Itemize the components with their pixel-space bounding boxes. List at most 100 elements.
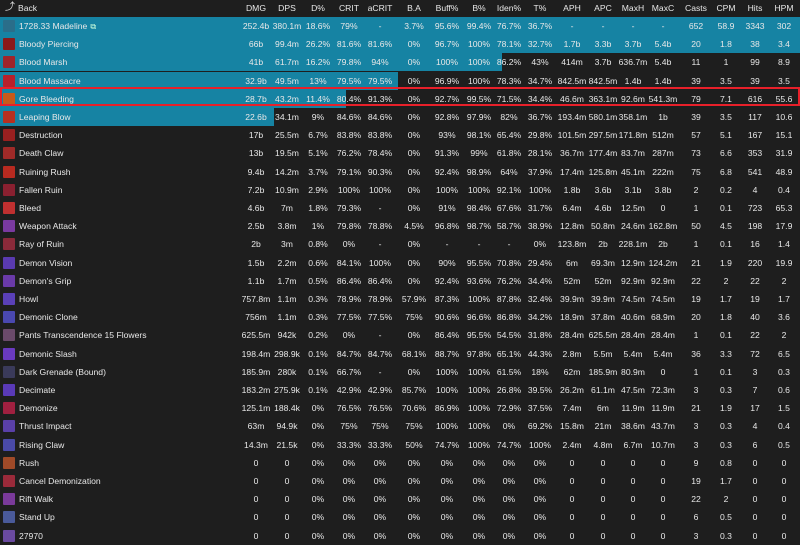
table-row[interactable]: Demon Vision 1.5b 2.2m 0.6% 84.1% 100% 0% 90% 95…	[0, 254, 800, 272]
table-row[interactable]: Rift Walk 0 0 0% 0% 0% 0% 0% 0% 0% 0% 0 0 0 0 22 2 0 0	[0, 490, 800, 508]
back-button[interactable]: Back	[18, 3, 38, 13]
cell-hpm: 15.1	[775, 130, 793, 141]
cell-buff-pct: 96.9%	[434, 75, 460, 86]
table-row[interactable]: Demonic Slash 198.4m 298.9k 0.1% 84.7% 84.7% 6…	[0, 345, 800, 363]
table-row[interactable]: 27970 0 0 0% 0% 0% 0% 0% 0% 0% 0% 0 0 0 0 3 0.3 0 0	[0, 527, 800, 545]
cell-casts: 3	[693, 385, 699, 395]
cell-iden-pct: -	[507, 239, 511, 250]
cell-t-pct: 36.7%	[527, 21, 553, 31]
cell-hits: 0	[752, 476, 758, 486]
cell-t-pct: 32.7%	[527, 39, 553, 50]
column-header-hpm[interactable]: HPM	[774, 3, 794, 13]
cell-hpm: 3.5	[778, 75, 790, 86]
table-row[interactable]: Thrust Impact 63m 94.9k 0% 75% 75% 75% 100% 100%…	[0, 417, 800, 435]
cell-b-pct: 100%	[468, 39, 490, 50]
table-row[interactable]: Gore Bleeding 28.7b 43.2m 11.4% 80.4% 91.3% 0%…	[0, 89, 800, 108]
cell-apc: 625.5m	[588, 330, 618, 341]
bloody-piercing-icon	[3, 38, 15, 51]
table-row[interactable]: Demonize 125.1m 188.4k 0% 76.5% 76.5% 70.6% 86.…	[0, 399, 800, 417]
cell-maxh: 0	[630, 457, 636, 468]
table-row[interactable]: Rising Claw 14.3m 21.5k 0% 33.3% 33.3% 50% 74.7…	[0, 436, 800, 454]
column-header-aph[interactable]: APH	[563, 3, 581, 13]
table-row[interactable]: Cancel Demonization 0 0 0% 0% 0% 0% 0% 0% 0% 0% 0 0 0…	[0, 472, 800, 490]
column-header-dps[interactable]: DPS	[278, 3, 296, 13]
table-row[interactable]: Leaping Blow 22.6b 34.1m 9% 84.6% 84.6% 0% 92.8…	[0, 108, 800, 126]
cell-acrit: -	[378, 366, 382, 377]
table-row[interactable]: Demonic Clone 756m 1.1m 0.3% 77.5% 77.5% 75% 90…	[0, 308, 800, 326]
cell-dps: 275.9k	[274, 385, 300, 395]
column-header-b-pct[interactable]: B%	[472, 3, 486, 13]
cell-d-pct: 0.1%	[308, 366, 328, 377]
table-row[interactable]: Pants Transcendence 15 Flowers 625.5m 942k…	[0, 326, 800, 344]
column-header-buff-pct[interactable]: Buff%	[435, 3, 459, 13]
table-row[interactable]: Dark Grenade (Bound) 185.9m 280k 0.1% 66.7% -…	[0, 363, 800, 381]
cell-b-pct: 100%	[468, 75, 490, 86]
cell-hpm: 8.9	[778, 57, 790, 68]
table-row[interactable]: Destruction 17b 25.5m 6.7% 83.8% 83.8% 0% 93% 98…	[0, 126, 800, 144]
table-row[interactable]: Howl 757.8m 1.1m 0.3% 78.9% 78.9% 57.9% 87.3% 10…	[0, 290, 800, 308]
skill-name: Destruction	[19, 130, 63, 141]
cell-casts: 20	[691, 312, 701, 323]
cell-d-pct: 0%	[311, 421, 325, 432]
table-row[interactable]: Rush 0 0 0% 0% 0% 0% 0% 0% 0% 0% 0 0 0 0 9 0.8 0 0	[0, 454, 800, 472]
cell-ba: 0%	[407, 203, 421, 213]
cell-casts: 652	[688, 21, 704, 31]
cell-acrit: 0%	[373, 457, 387, 468]
open-external-icon[interactable]: ⧉	[90, 22, 97, 31]
back-arrow-icon[interactable]: ⤴	[5, 2, 15, 13]
cell-aph: -	[570, 21, 574, 31]
column-header-iden-pct[interactable]: Iden%	[496, 3, 522, 13]
column-header-cpm[interactable]: CPM	[716, 3, 736, 13]
cell-maxh: -	[631, 21, 635, 31]
cell-aph: 6.4m	[562, 203, 582, 213]
cell-hpm: 1.4	[778, 239, 790, 250]
column-header-ba[interactable]: B.A	[407, 3, 421, 13]
cell-apc: 3.6b	[594, 184, 612, 195]
blood-massacre-icon	[3, 74, 15, 87]
cell-hits: 198	[747, 221, 763, 232]
column-header-dmg[interactable]: DMG	[245, 3, 267, 13]
cell-buff-pct: 100%	[436, 421, 458, 432]
cell-casts: 19	[691, 476, 701, 486]
cell-maxh: 0	[630, 530, 636, 541]
table-row[interactable]: Weapon Attack 2.5b 3.8m 1% 79.8% 78.8% 4.5% 96.…	[0, 217, 800, 235]
cell-casts: 21	[691, 403, 701, 414]
column-header-maxc[interactable]: MaxC	[651, 3, 675, 13]
table-row[interactable]: Bleed 4.6b 7m 1.8% 79.3% - 0% 91% 98.4% 67.6% 31.7…	[0, 199, 800, 217]
column-header-maxh[interactable]: MaxH	[621, 3, 645, 13]
table-row[interactable]: Ray of Ruin 2b 3m 0.8% 0% - 0% - - - 0% 123.8m 2b 228…	[0, 235, 800, 253]
cell-t-pct: 100%	[529, 439, 551, 450]
cell-buff-pct: 0%	[440, 530, 454, 541]
skill-name: Demonic Clone	[19, 312, 78, 323]
column-header-crit[interactable]: CRIT	[338, 3, 360, 13]
column-header-casts[interactable]: Casts	[685, 3, 707, 13]
cell-hpm: 0	[781, 457, 787, 468]
table-row[interactable]: Demon's Grip 1.1b 1.7m 0.5% 86.4% 86.4% 0% 92.4…	[0, 272, 800, 290]
table-row[interactable]: Death Claw 13b 19.5m 5.1% 76.2% 78.4% 0% 91.3% 9…	[0, 144, 800, 162]
table-row[interactable]: Ruining Rush 9.4b 14.2m 3.7% 79.1% 90.3% 0% 92.…	[0, 163, 800, 181]
column-header-hits[interactable]: Hits	[747, 3, 763, 13]
column-header-acrit[interactable]: aCRIT	[367, 3, 393, 13]
cell-ba: 70.6%	[401, 403, 427, 414]
cell-t-pct: 0%	[533, 457, 547, 468]
cell-cpm: 0.3	[720, 530, 732, 541]
table-row[interactable]: Blood Massacre 32.9b 49.5m 13% 79.5% 79.5% 0% 9…	[0, 71, 800, 90]
cell-buff-pct: 95.6%	[434, 21, 460, 31]
column-header-apc[interactable]: APC	[594, 3, 612, 13]
bleed-icon	[3, 202, 15, 214]
column-header-t-pct[interactable]: T%	[533, 3, 547, 13]
cell-buff-pct: 100%	[436, 184, 458, 195]
table-row[interactable]: Stand Up 0 0 0% 0% 0% 0% 0% 0% 0% 0% 0 0 0 0 6 0.5 0 0	[0, 508, 800, 526]
table-row[interactable]: Blood Marsh 41b 61.7m 16.2% 79.8% 94% 0% 100% 10…	[0, 53, 800, 72]
cell-t-pct: 43%	[531, 57, 549, 68]
cell-maxc: 0	[660, 512, 666, 523]
table-row[interactable]: Bloody Piercing 66b 99.4m 26.2% 81.6% 81.6% 0%…	[0, 35, 800, 54]
cell-hpm: 2	[781, 330, 787, 341]
cell-maxh: 6.7m	[623, 439, 643, 450]
cell-t-pct: 37.9%	[527, 166, 553, 177]
column-header-d-pct[interactable]: D%	[311, 3, 325, 13]
table-row[interactable]: Fallen Ruin 7.2b 10.9m 2.9% 100% 100% 0% 100% 10…	[0, 181, 800, 199]
cell-maxh: 11.9m	[621, 403, 645, 414]
table-row[interactable]: Decimate 183.2m 275.9k 0.1% 42.9% 42.9% 85.7% 1…	[0, 381, 800, 399]
table-row[interactable]: 1728.33 Madeline ⧉ 252.4b 380.1m 18.6% 79% - 3.…	[0, 17, 800, 35]
